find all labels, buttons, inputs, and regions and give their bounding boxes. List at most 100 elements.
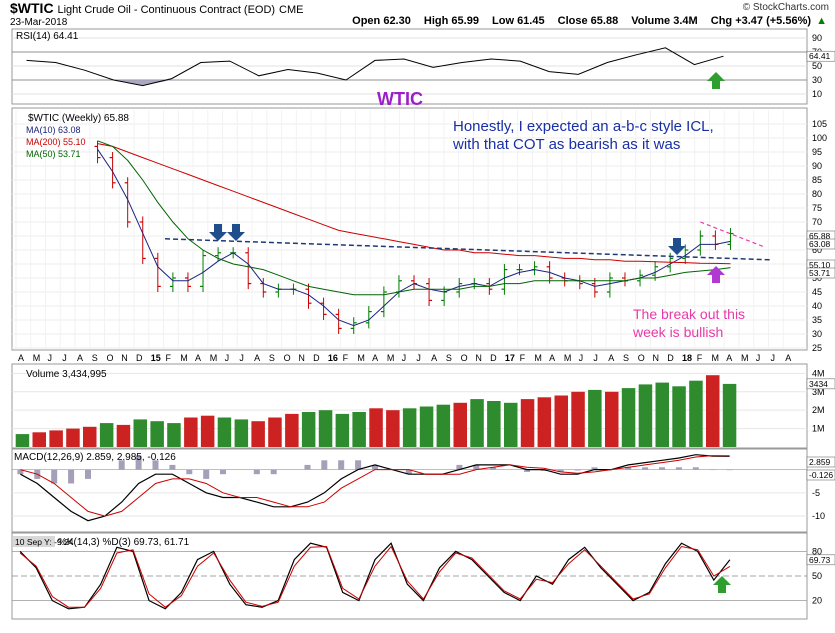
time-axis-label: D [136,353,143,363]
time-axis-label: M [741,353,749,363]
stoch-d-line [19,545,731,608]
time-axis-label: M [387,353,395,363]
price-panel [11,107,808,351]
macd-plot: 2.859 -0.126 [12,454,835,522]
time-axis-label: J [416,353,421,363]
volume-value: Volume 3.4M [631,15,698,27]
stoch-last-value: 69.73 [809,555,831,565]
ohlc-readout: Open 62.30 High 65.99 Low 61.45 Close 65… [342,15,827,27]
volume-bar [672,386,686,448]
volume-bar [66,428,80,447]
time-axis-label: A [549,353,555,363]
macd-histogram-bar [456,464,463,470]
stoch-tick-label: 80 [812,546,822,556]
macd-hist-last-value-bg [806,469,835,481]
macd-histogram-bar [118,460,125,470]
price-legend: $WTIC (Weekly) 65.88 [28,113,129,124]
volume-last-value: 3434 [809,379,828,389]
time-axis-label: J [593,353,598,363]
time-axis-label: F [166,353,172,363]
volume-bar [217,417,232,447]
symbol: $WTIC [10,0,54,16]
rsi-legend: RSI(14) 64.41 [16,31,79,42]
time-axis-label: A [254,353,260,363]
volume-bar [386,410,400,447]
macd-histogram-bar [405,469,412,475]
volume-bar [234,419,249,447]
volume-bar [621,388,636,447]
volume-bar [638,384,653,447]
time-axis-label: J [579,353,584,363]
time-axis-label: J [402,353,407,363]
price-tick-label: 80 [812,189,822,199]
up-arrow-icon [713,576,731,593]
macd-line [20,454,730,522]
stoch-plot: 69.73 [19,542,835,610]
volume-bar [133,419,147,447]
macd-histogram-bar [473,464,480,470]
exchange: CME [279,4,304,16]
time-axis-label: A [195,353,201,363]
rsi-plot: 64.41 [12,47,835,87]
rsi-tick-label: 90 [812,33,822,43]
volume-bar [487,401,501,447]
volume-bar [83,426,97,448]
macd-histogram-bar [372,464,378,470]
volume-tick-label: 1M [812,424,825,434]
time-axis-label: O [107,353,114,363]
volume-bar [722,383,737,447]
price-last-value: 65.88 [809,231,831,241]
macd-histogram-bar [675,467,682,470]
price-last-value-bg [806,267,835,279]
time-axis-label: 16 [328,353,338,363]
time-axis-label: M [534,353,542,363]
price-tick-label: 75 [812,203,822,213]
volume-panel [11,363,808,449]
price-last-value: 53.71 [809,268,831,278]
axes: A M J J A S O N D 15 F M A M J J A S O N D 16 F M A M J J A S O N D 17 F M A… [18,353,791,363]
rsi-tick-label: 30 [812,75,822,85]
time-axis-label: M [33,353,41,363]
price-tick-label: 100 [812,133,827,143]
ma10-legend: MA(10) 63.08 [26,125,81,135]
breakout-line-2: week is bullish [632,324,723,340]
time-axis-label: J [239,353,244,363]
time-axis-label: N [121,353,128,363]
time-axis-label: N [652,353,659,363]
time-axis-label: J [225,353,230,363]
time-axis-label: 17 [505,353,515,363]
ma200-line [97,143,731,265]
volume-bar [15,434,30,447]
stoch-tooltip-bg [13,536,55,547]
time-axis-label: D [313,353,320,363]
up-arrow-icon [707,72,725,89]
price-tick-label: 90 [812,161,822,171]
change-value: Chg +3.47 (+5.56%) [710,15,812,27]
price-tick-label: 25 [812,343,822,353]
macd-histogram-bar [574,469,581,471]
ma50-line [97,140,731,296]
macd-histogram-bar [152,460,159,470]
volume-bar [436,404,451,447]
volume-bar [318,410,333,447]
down-arrow-icon [227,224,245,241]
volume-bar [301,412,316,447]
macd-histogram-bar [591,467,598,470]
price-tick-label: 85 [812,175,822,185]
volume-bar [99,423,114,447]
macd-histogram-bar [692,467,699,470]
macd-histogram-bar [186,469,193,475]
volume-bar [402,408,417,447]
rsi-oversold-fill [12,80,738,86]
macd-tick-label: -5 [812,488,820,498]
macd-histogram-bar [203,469,210,479]
time-axis-label: N [298,353,305,363]
time-axis-label: A [18,353,24,363]
time-axis-label: 15 [151,353,161,363]
price-tick-label: 40 [812,301,822,311]
volume-bar [150,421,164,447]
time-axis-label: A [726,353,732,363]
time-axis-label: 18 [682,353,692,363]
